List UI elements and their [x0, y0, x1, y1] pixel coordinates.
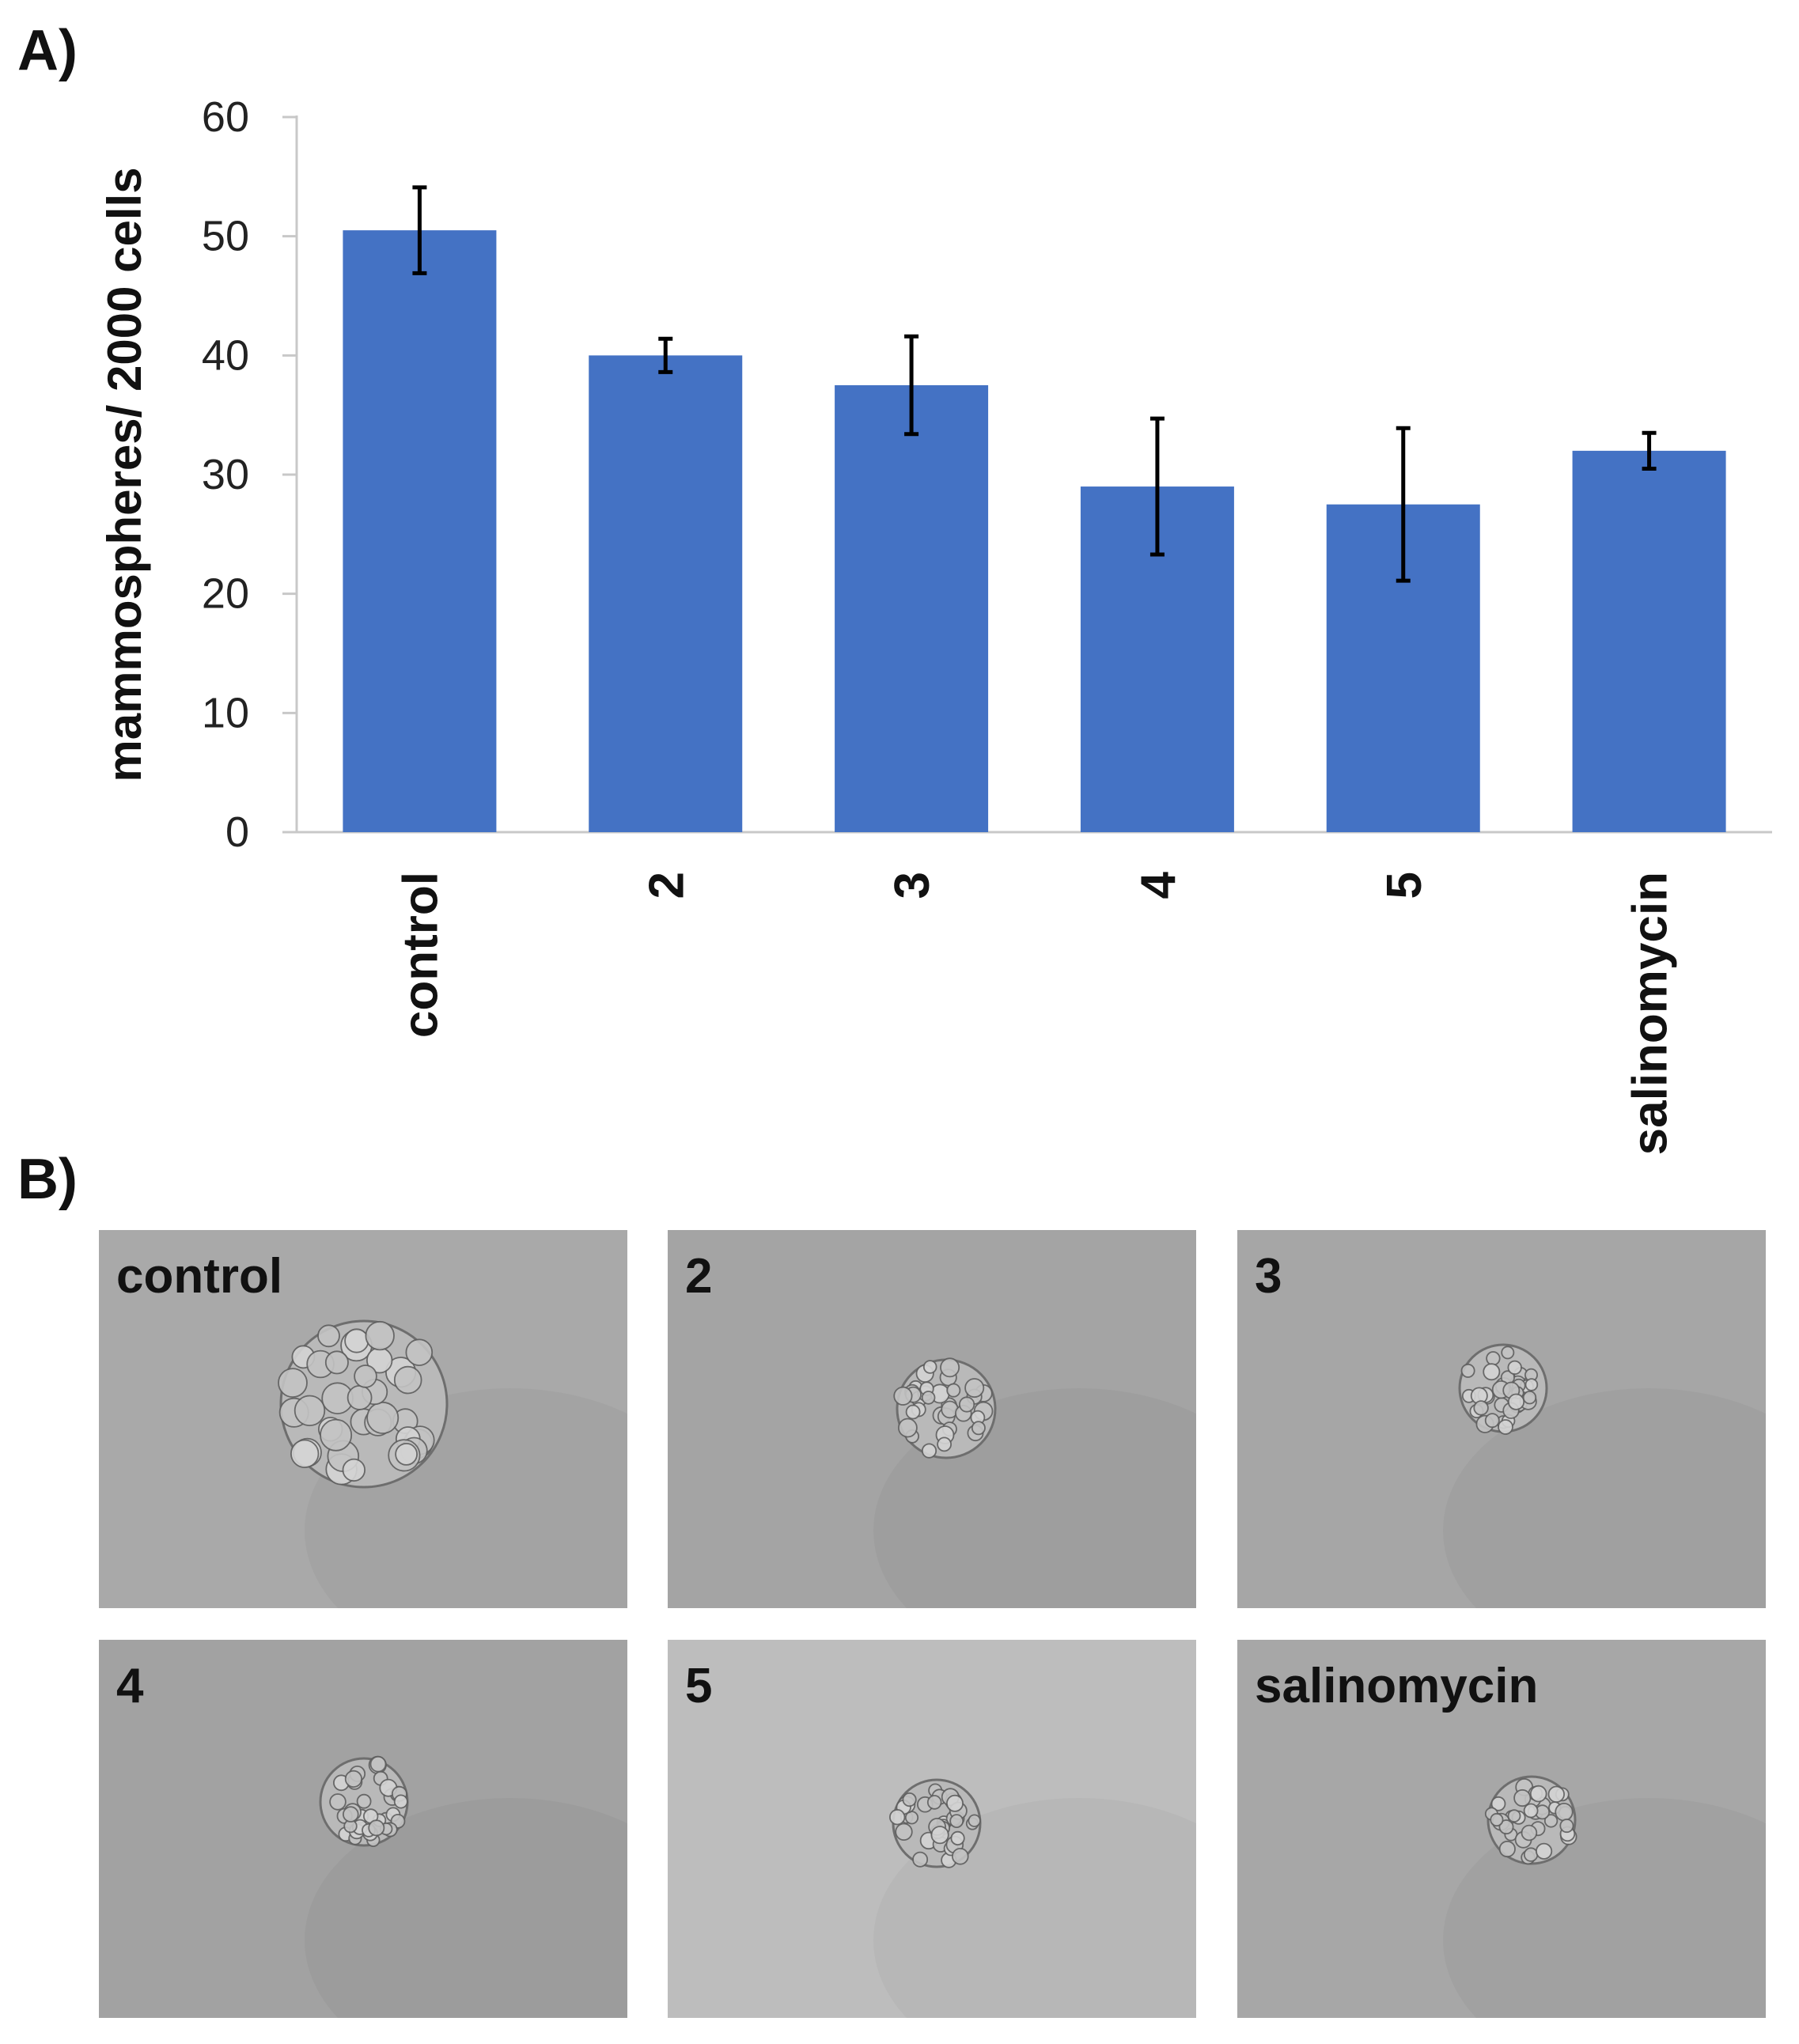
- y-tick-label: 40: [202, 331, 249, 379]
- y-tick-label: 0: [225, 808, 249, 856]
- y-tick-label: 10: [202, 689, 249, 736]
- micrograph-label: 5: [685, 1659, 713, 1713]
- y-tick-label: 50: [202, 213, 249, 260]
- y-tick-label: 20: [202, 570, 249, 618]
- y-axis-title: mammospheres/ 2000 cells: [98, 167, 151, 782]
- micrograph-salinomycin: salinomycin: [1237, 1640, 1766, 2018]
- micrograph-label: 4: [116, 1659, 144, 1713]
- micrograph-4: 4: [99, 1640, 627, 2018]
- bar-3: [835, 385, 989, 832]
- y-tick-label: 30: [202, 451, 249, 498]
- micrograph-image: [1484, 1775, 1577, 1865]
- x-tick-label-salinomycin: salinomycin: [1623, 872, 1678, 1155]
- micrograph-control: control: [99, 1230, 627, 1608]
- micrograph-image: [893, 1357, 997, 1459]
- y-tick-label: 60: [202, 93, 249, 141]
- micrograph-2: 2: [668, 1230, 1196, 1608]
- x-tick-label-4: 4: [1131, 871, 1186, 899]
- micrograph-3: 3: [1237, 1230, 1766, 1608]
- x-tick-label-5: 5: [1377, 872, 1432, 899]
- micrograph-label: control: [116, 1249, 283, 1304]
- x-tick-label-2: 2: [639, 872, 694, 899]
- micrograph-label: salinomycin: [1255, 1659, 1539, 1713]
- panel-a-label: A): [17, 19, 78, 82]
- micrograph-label: 3: [1255, 1249, 1282, 1304]
- bar-2: [589, 355, 743, 832]
- micrograph-image: [319, 1755, 409, 1848]
- micrograph-image: [278, 1319, 449, 1489]
- panel-b-label: B): [17, 1148, 78, 1211]
- bar-chart: 0 10 20 30 40 50 60 mammospheres/ 2000 cells con…: [98, 93, 1772, 1155]
- micrograph-image: [1458, 1343, 1548, 1435]
- bar-control: [343, 230, 497, 833]
- x-tick-label-3: 3: [885, 872, 940, 899]
- x-tick-label-control: control: [393, 872, 448, 1038]
- micrograph-5: 5: [668, 1640, 1196, 2018]
- bar-salinomycin: [1572, 450, 1726, 832]
- micrograph-image: [889, 1778, 982, 1868]
- micrograph-label: 2: [685, 1249, 713, 1304]
